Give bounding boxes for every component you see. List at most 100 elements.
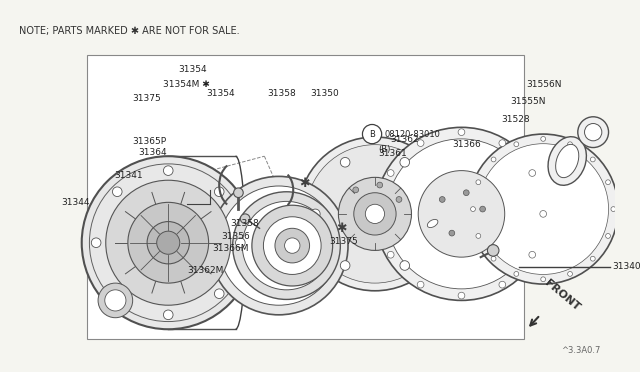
Text: 31362: 31362 [390, 135, 419, 144]
Circle shape [514, 272, 519, 276]
Circle shape [491, 157, 496, 162]
Circle shape [541, 277, 545, 282]
Circle shape [214, 187, 224, 196]
Circle shape [529, 251, 536, 258]
Circle shape [157, 231, 180, 254]
Circle shape [439, 196, 445, 202]
Text: ^3.3A0.7: ^3.3A0.7 [561, 346, 601, 355]
Text: 31340: 31340 [612, 262, 640, 271]
Circle shape [375, 127, 548, 301]
Circle shape [400, 261, 410, 270]
Circle shape [340, 157, 350, 167]
Circle shape [387, 139, 536, 289]
Circle shape [470, 207, 476, 211]
Bar [86, 55, 524, 339]
Circle shape [340, 261, 350, 270]
Circle shape [387, 251, 394, 258]
Circle shape [354, 193, 396, 235]
Circle shape [540, 211, 547, 217]
Text: (B): (B) [378, 145, 390, 154]
Circle shape [417, 281, 424, 288]
Text: 31556N: 31556N [526, 80, 561, 89]
Circle shape [468, 134, 618, 284]
Circle shape [163, 166, 173, 176]
Circle shape [252, 205, 333, 286]
Circle shape [306, 145, 444, 283]
Circle shape [377, 182, 383, 188]
Text: 31364: 31364 [138, 148, 167, 157]
Circle shape [417, 140, 424, 147]
Circle shape [339, 177, 412, 250]
Circle shape [98, 283, 132, 318]
Circle shape [418, 171, 505, 257]
Circle shape [476, 234, 481, 238]
Circle shape [163, 310, 173, 320]
Text: 31354M ✱: 31354M ✱ [163, 80, 210, 89]
Text: 31366: 31366 [452, 140, 481, 150]
Text: 31361: 31361 [378, 149, 407, 158]
Text: 31356: 31356 [221, 231, 250, 241]
Circle shape [584, 124, 602, 141]
Text: 31375: 31375 [329, 237, 358, 246]
Circle shape [362, 125, 381, 144]
Circle shape [611, 207, 616, 211]
Ellipse shape [423, 216, 442, 231]
Circle shape [458, 292, 465, 299]
Text: 31350: 31350 [310, 89, 339, 97]
Circle shape [396, 196, 402, 202]
Text: 31354: 31354 [206, 89, 235, 97]
Text: 31358: 31358 [231, 219, 259, 228]
Circle shape [105, 290, 126, 311]
Circle shape [529, 170, 536, 176]
Circle shape [478, 144, 609, 275]
Circle shape [568, 272, 572, 276]
Circle shape [241, 214, 250, 224]
Ellipse shape [556, 144, 579, 178]
Circle shape [233, 192, 340, 299]
Circle shape [236, 238, 245, 247]
Circle shape [458, 129, 465, 135]
Text: 31555N: 31555N [511, 97, 546, 106]
Text: 31375: 31375 [132, 94, 161, 103]
Text: 31341: 31341 [114, 171, 143, 180]
Text: B: B [369, 129, 375, 139]
Circle shape [310, 209, 320, 219]
Circle shape [82, 156, 255, 329]
Circle shape [92, 238, 101, 247]
Text: 31354: 31354 [179, 65, 207, 74]
Text: 08120-83010: 08120-83010 [385, 129, 440, 139]
Circle shape [147, 222, 189, 264]
Text: ✱: ✱ [300, 177, 310, 190]
Circle shape [476, 180, 481, 185]
Circle shape [128, 202, 209, 283]
Circle shape [605, 234, 611, 238]
Ellipse shape [548, 137, 586, 185]
Circle shape [106, 180, 231, 305]
Text: 31365P: 31365P [132, 137, 166, 146]
Circle shape [243, 201, 331, 290]
Circle shape [209, 176, 348, 315]
Text: NOTE; PARTS MARKED ✱ ARE NOT FOR SALE.: NOTE; PARTS MARKED ✱ ARE NOT FOR SALE. [19, 26, 240, 36]
Circle shape [488, 245, 499, 256]
Circle shape [234, 188, 243, 198]
Circle shape [491, 256, 496, 261]
Text: ✱: ✱ [336, 222, 346, 235]
Circle shape [400, 157, 410, 167]
Circle shape [514, 142, 519, 147]
Circle shape [591, 256, 595, 261]
Circle shape [285, 238, 300, 253]
Circle shape [113, 289, 122, 298]
Circle shape [275, 228, 310, 263]
Circle shape [264, 217, 321, 275]
Circle shape [353, 187, 358, 193]
Text: 31362M: 31362M [188, 266, 224, 275]
Circle shape [568, 142, 572, 147]
Circle shape [499, 140, 506, 147]
Circle shape [387, 170, 394, 176]
Circle shape [376, 211, 383, 217]
Circle shape [605, 180, 611, 185]
Circle shape [449, 230, 455, 236]
Text: 31366M: 31366M [212, 244, 249, 253]
Circle shape [499, 281, 506, 288]
Circle shape [219, 186, 339, 305]
